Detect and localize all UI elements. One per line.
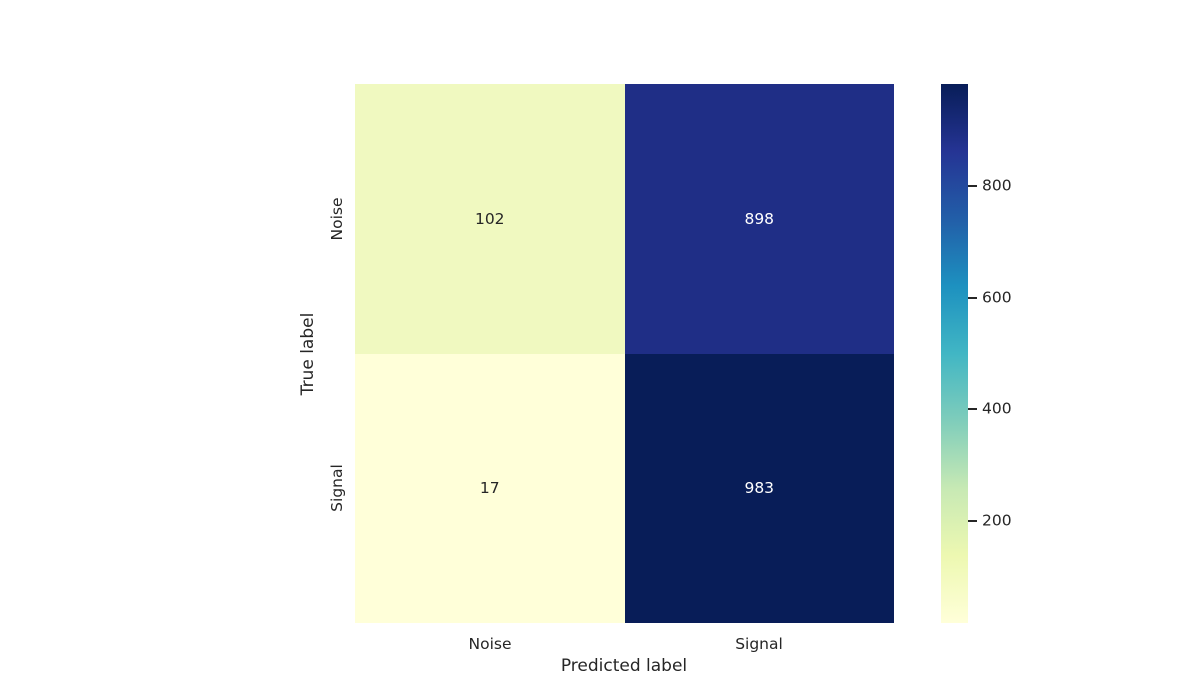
colorbar-tick-label: 200 bbox=[982, 511, 1012, 530]
colorbar bbox=[941, 84, 968, 623]
colorbar-tick-label: 800 bbox=[982, 176, 1012, 195]
cell-annotation: 17 bbox=[479, 479, 500, 498]
cell-annotation: 102 bbox=[474, 209, 505, 228]
x-axis-label: Predicted label bbox=[560, 656, 688, 676]
cell-annotation: 898 bbox=[744, 209, 775, 228]
colorbar-tick-label: 400 bbox=[982, 399, 1012, 418]
x-tick-label-noise: Noise bbox=[468, 635, 512, 653]
heatmap-grid: 102 898 17 983 bbox=[355, 84, 894, 623]
heatmap-cell-true-noise-pred-signal: 898 bbox=[624, 84, 894, 354]
colorbar-tick-mark bbox=[968, 185, 977, 188]
x-tick-label-signal: Signal bbox=[735, 635, 783, 653]
heatmap-cell-true-signal-pred-noise: 17 bbox=[355, 353, 625, 623]
colorbar-tick-mark bbox=[968, 408, 977, 411]
heatmap-cell-true-noise-pred-noise: 102 bbox=[355, 84, 625, 354]
y-tick-label-signal: Signal bbox=[328, 464, 346, 512]
heatmap-cell-true-signal-pred-signal: 983 bbox=[624, 353, 894, 623]
colorbar-tick-label: 600 bbox=[982, 287, 1012, 306]
colorbar-area: 200 400 600 800 bbox=[941, 84, 1061, 623]
y-axis-label: True label bbox=[298, 312, 318, 396]
cell-annotation: 983 bbox=[744, 479, 775, 498]
y-tick-label-noise: Noise bbox=[328, 197, 346, 241]
colorbar-tick-mark bbox=[968, 296, 977, 299]
colorbar-tick-mark bbox=[968, 519, 977, 522]
